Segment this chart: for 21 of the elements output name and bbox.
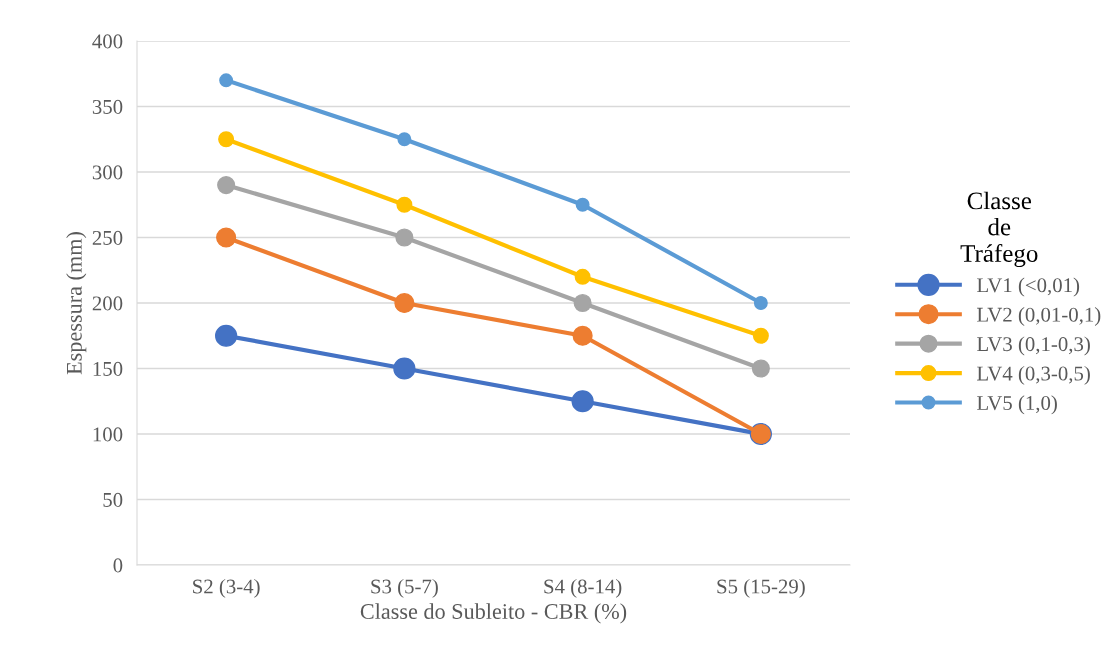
x-tick-label: S5 (15-29) <box>717 578 805 598</box>
x-tick-label: S3 (5-7) <box>371 578 438 598</box>
x-tick-label: S4 (8-14) <box>544 578 622 598</box>
x-tick-label: S2 (3-4) <box>193 578 260 598</box>
y-tick-label: 150 <box>93 361 123 376</box>
y-tick-label: 50 <box>103 492 123 507</box>
y-tick-label: 350 <box>92 99 123 114</box>
legend-label: LV4 (0,3-0,5) <box>977 365 1090 385</box>
x-axis-title: Classe do Subleito - CBR (%) <box>360 603 627 624</box>
y-axis-title: Espessura (mm) <box>66 232 87 375</box>
y-tick-label: 300 <box>92 165 123 180</box>
legend-label: LV1 (<0,01) <box>977 277 1080 297</box>
legend-label: LV3 (0,1-0,3) <box>977 336 1090 356</box>
y-tick-label: 200 <box>92 296 123 311</box>
legend-title: Classe de Tráfego <box>960 191 1038 268</box>
y-tick-label: 0 <box>113 558 123 573</box>
y-tick-label: 250 <box>92 230 123 245</box>
legend-label: LV2 (0,01-0,1) <box>977 307 1101 326</box>
y-tick-label: 400 <box>92 34 123 49</box>
legend-label: LV5 (1,0) <box>977 395 1057 415</box>
y-tick-label: 100 <box>93 427 123 442</box>
